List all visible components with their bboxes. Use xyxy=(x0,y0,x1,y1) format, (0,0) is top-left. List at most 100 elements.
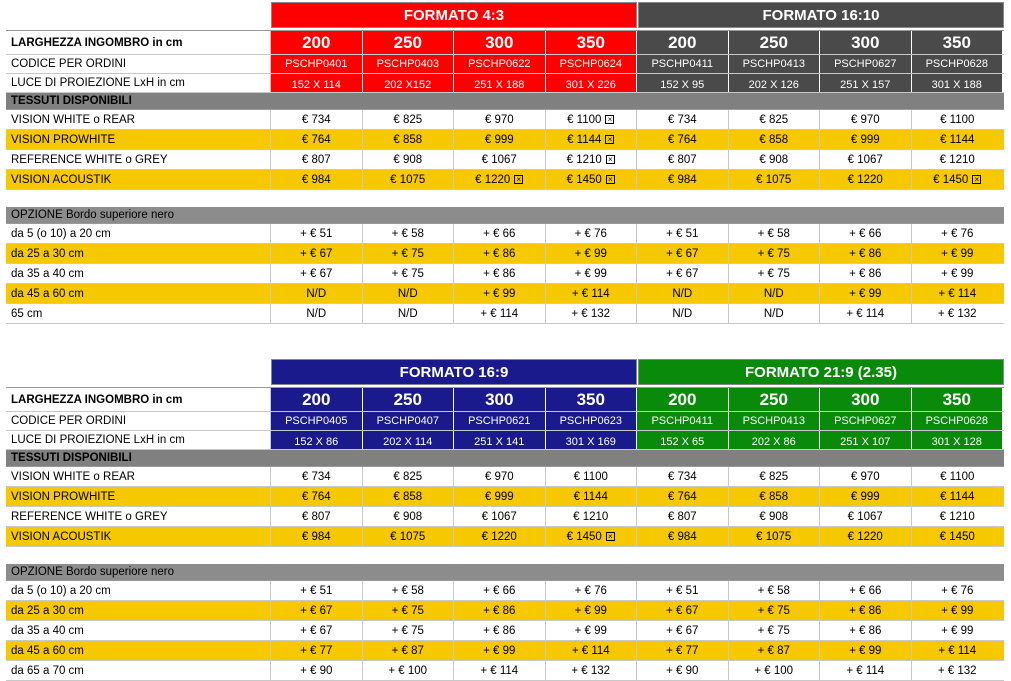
price-value: € 999 xyxy=(850,133,880,146)
price-value: € 1210 xyxy=(939,153,975,166)
option-price-cell: + € 66 xyxy=(454,581,546,600)
option-price-cell: + € 99 xyxy=(941,267,974,280)
order-code-cell: PSCHP0622 xyxy=(454,55,546,73)
option-price-cell: N/D xyxy=(637,304,729,323)
fabric-price-cell: € 807 xyxy=(271,150,363,169)
x-box-icon: × xyxy=(514,175,524,184)
fabric-price-cell: € 807 xyxy=(637,150,729,169)
format-title: FORMATO 4:3 xyxy=(271,2,637,28)
option-price-cell: + € 58 xyxy=(729,224,820,243)
price-value: € 1220 xyxy=(481,530,517,543)
order-code-cell: PSCHP0405 xyxy=(271,412,363,430)
fabric-label: REFERENCE WHITE o GREY xyxy=(6,150,271,169)
price-value: € 970 xyxy=(484,470,514,483)
option-price-cell: + € 66 xyxy=(820,581,912,600)
option-price-cell: + € 99 xyxy=(454,641,546,660)
option-price-cell: + € 86 xyxy=(454,621,546,640)
option-price-cell: + € 67 xyxy=(637,601,729,620)
option-price-cell: N/D xyxy=(271,284,363,303)
option-price-cell: + € 99 xyxy=(941,604,974,617)
x-box-icon: × xyxy=(605,532,615,541)
fabric-price-cell: € 999 xyxy=(454,130,546,149)
option-price-cell: + € 86 xyxy=(454,264,546,283)
width-cell: 200 xyxy=(271,388,363,411)
option-price-cell: + € 58 xyxy=(729,581,820,600)
format-title: FORMATO 21:9 (2.35) xyxy=(638,359,1004,385)
fabric-price-cell: € 1144 × xyxy=(546,130,637,149)
option-price-cell: N/D xyxy=(363,304,454,323)
x-box-icon: × xyxy=(605,155,615,164)
option-price-row: da 25 a 30 cm + € 67 + € 75 + € 86 + € 99 + €… xyxy=(6,244,1004,264)
price-value: € 999 xyxy=(484,133,514,146)
price-value: € 807 xyxy=(667,510,697,523)
row-label: LARGHEZZA INGOMBRO in cm xyxy=(6,388,271,411)
option-price-cell: + € 132 xyxy=(546,661,637,680)
option-price-cell: N/D xyxy=(271,304,363,323)
option-label: 65 cm xyxy=(6,304,271,323)
order-code-cell: PSCHP0624 xyxy=(545,55,637,73)
option-price-cell: + € 86 xyxy=(454,601,546,620)
option-price-cell: + € 75 xyxy=(729,621,820,640)
price-value: € 1144 xyxy=(940,133,975,146)
option-price-cell: + € 51 xyxy=(271,581,363,600)
width-cell: 250 xyxy=(728,388,820,411)
price-value: € 764 xyxy=(301,133,331,146)
width-cell: 300 xyxy=(454,31,546,54)
projection-size-cell: 152 X 95 xyxy=(637,74,729,92)
x-box-icon: × xyxy=(972,175,982,184)
price-value: € 970 xyxy=(484,113,514,126)
price-value: € 970 xyxy=(850,113,880,126)
fabric-price-cell: € 970 xyxy=(454,467,546,486)
option-label: da 35 a 40 cm xyxy=(6,621,271,640)
fabric-price-cell: € 825 xyxy=(363,110,454,129)
width-cell: 300 xyxy=(454,388,546,411)
fabric-price-cell: € 999 xyxy=(820,130,912,149)
price-value: € 984 xyxy=(301,173,331,186)
fabric-price-row: VISION ACOUSTIK € 984 € 1075 € 1220 € 1450 × €… xyxy=(6,527,1004,547)
fabric-price-cell: € 825 xyxy=(363,467,454,486)
width-cell: 300 xyxy=(820,31,912,54)
option-price-cell: + € 100 xyxy=(363,661,454,680)
order-code-cell: PSCHP0407 xyxy=(362,412,454,430)
option-price-cell: + € 75 xyxy=(363,621,454,640)
width-cell: 350 xyxy=(545,388,637,411)
price-value: € 1220 xyxy=(847,173,883,186)
fabric-label: VISION ACOUSTIK xyxy=(6,527,271,546)
fabrics-section-header: TESSUTI DISPONIBILI xyxy=(6,450,1004,467)
price-table-block-1: FORMATO 4:3 FORMATO 16:10 LARGHEZZA INGOMB… xyxy=(6,2,1004,324)
fabric-label: VISION WHITE o REAR xyxy=(6,110,271,129)
order-code-cell: PSCHP0628 xyxy=(911,55,1003,73)
width-cell: 200 xyxy=(637,388,729,411)
fabric-price-cell: € 1220 xyxy=(820,170,912,189)
fabric-price-cell: € 1210 xyxy=(912,507,1004,526)
order-code-cell: PSCHP0413 xyxy=(728,55,820,73)
fabric-price-cell: € 999 xyxy=(820,487,912,506)
price-value: € 825 xyxy=(759,470,789,483)
price-value: € 825 xyxy=(393,470,423,483)
option-price-cell: + € 114 xyxy=(938,287,977,300)
price-value: € 1450 xyxy=(933,173,969,186)
option-price-cell: + € 67 xyxy=(271,264,363,283)
price-value: € 1144 xyxy=(940,490,975,503)
order-code-row: CODICE PER ORDINI PSCHP0405 PSCHP0407 PSCHP… xyxy=(6,412,1004,431)
option-price-cell: + € 99 xyxy=(820,284,912,303)
option-price-cell: N/D xyxy=(637,284,729,303)
projection-size-row: LUCE DI PROIEZIONE LxH in cm 152 X 86 202 … xyxy=(6,431,1004,450)
width-cell: 250 xyxy=(362,31,454,54)
price-value: € 1450 xyxy=(566,173,602,186)
option-price-cell: + € 76 xyxy=(941,584,974,597)
option-price-cell: + € 114 xyxy=(546,641,637,660)
fabric-price-cell: € 970 xyxy=(454,110,546,129)
option-price-cell: + € 77 xyxy=(271,641,363,660)
price-value: € 807 xyxy=(301,153,331,166)
option-price-cell: + € 87 xyxy=(729,641,820,660)
option-price-cell: + € 67 xyxy=(271,601,363,620)
option-price-cell: + € 90 xyxy=(637,661,729,680)
fabric-price-cell: € 1075 xyxy=(729,170,820,189)
fabric-price-cell: € 908 xyxy=(363,507,454,526)
x-box-icon: × xyxy=(605,135,615,144)
fabric-price-cell: € 1144 xyxy=(912,487,1004,506)
price-value: € 1220 xyxy=(475,173,511,186)
fabric-label: VISION PROWHITE xyxy=(6,487,271,506)
fabric-price-cell: € 734 xyxy=(637,467,729,486)
